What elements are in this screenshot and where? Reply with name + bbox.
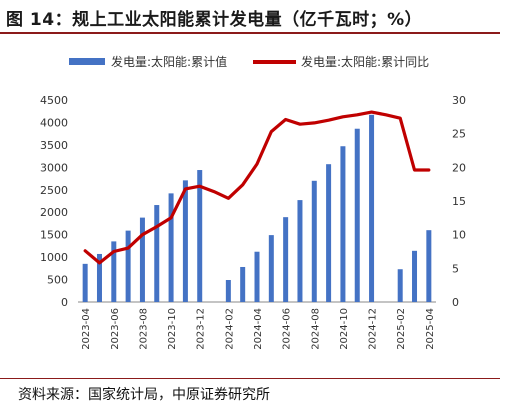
y-right-tick-label: 15 [452,195,466,208]
y-right-tick-label: 10 [452,229,466,242]
y-right-tick-label: 25 [452,128,466,141]
bar-2024-05 [268,235,274,302]
bar-2024-08 [311,180,317,302]
x-tick-label: 2025-02 [396,308,407,350]
y-left-tick-label: 0 [61,296,68,309]
chart-title: 图 14：规上工业太阳能累计发电量（亿千瓦时；%） [6,10,423,30]
y-left-tick-label: 3500 [40,139,68,152]
y-left-tick-label: 2500 [40,184,68,197]
bar-2025-03 [412,250,418,302]
bar-2024-07 [297,200,303,302]
x-tick-label: 2025-04 [425,308,436,350]
bar-2024-10 [340,146,346,302]
bar-2024-11 [354,128,360,302]
y-left-tick-label: 500 [47,274,68,287]
bar-2023-09 [154,205,160,302]
bar-2023-10 [168,193,174,302]
bar-2025-04 [426,230,432,302]
x-tick-label: 2023-04 [81,308,92,350]
bar-2023-04 [82,263,88,302]
bar-2024-06 [283,217,289,302]
x-tick-label: 2024-02 [224,308,235,350]
y-right-tick-label: 30 [452,94,466,107]
legend-label-bar: 发电量:太阳能:累计值 [111,54,227,69]
y-left-tick-label: 1500 [40,229,68,242]
bar-2024-03 [240,266,246,302]
source-divider [0,378,500,379]
y-left-tick-label: 1000 [40,251,68,264]
bar-2023-11 [182,180,188,302]
x-tick-label: 2024-10 [339,308,350,350]
x-tick-label: 2024-08 [310,308,321,350]
bar-2023-08 [139,217,145,302]
title-divider [0,32,500,34]
y-right-tick-label: 0 [452,296,459,309]
y-left-tick-label: 3000 [40,161,68,174]
bar-2024-09 [326,164,332,302]
bar-2023-07 [125,230,131,302]
x-tick-label: 2023-10 [167,308,178,350]
x-tick-label: 2024-06 [282,308,293,350]
y-right-tick-label: 20 [452,161,466,174]
x-tick-label: 2024-04 [253,308,264,350]
source-note: 资料来源：国家统计局，中原证券研究所 [18,387,270,403]
legend-swatch-bar [69,58,105,65]
x-tick-label: 2023-08 [138,308,149,350]
y-left-tick-label: 4000 [40,116,68,129]
bar-2024-12 [369,114,375,303]
bar-2023-06 [111,241,117,302]
legend-label-line: 发电量:太阳能:累计同比 [301,54,429,69]
x-tick-label: 2024-12 [368,308,379,350]
x-tick-label: 2023-06 [110,308,121,350]
y-left-tick-label: 2000 [40,206,68,219]
bar-2023-05 [96,253,102,302]
yoy-line [83,110,431,265]
bar-2025-02 [397,269,403,302]
x-tick-label: 2023-12 [196,308,207,350]
bar-2024-04 [254,251,260,302]
combo-chart: 发电量:太阳能:累计值 发电量:太阳能:累计同比 0 500 1000 1500 2000 2… [40,54,466,350]
y-right-tick-label: 5 [452,262,459,275]
bar-2023-12 [197,170,203,302]
y-left-tick-label: 4500 [40,94,68,107]
bar-2024-02 [225,280,231,302]
